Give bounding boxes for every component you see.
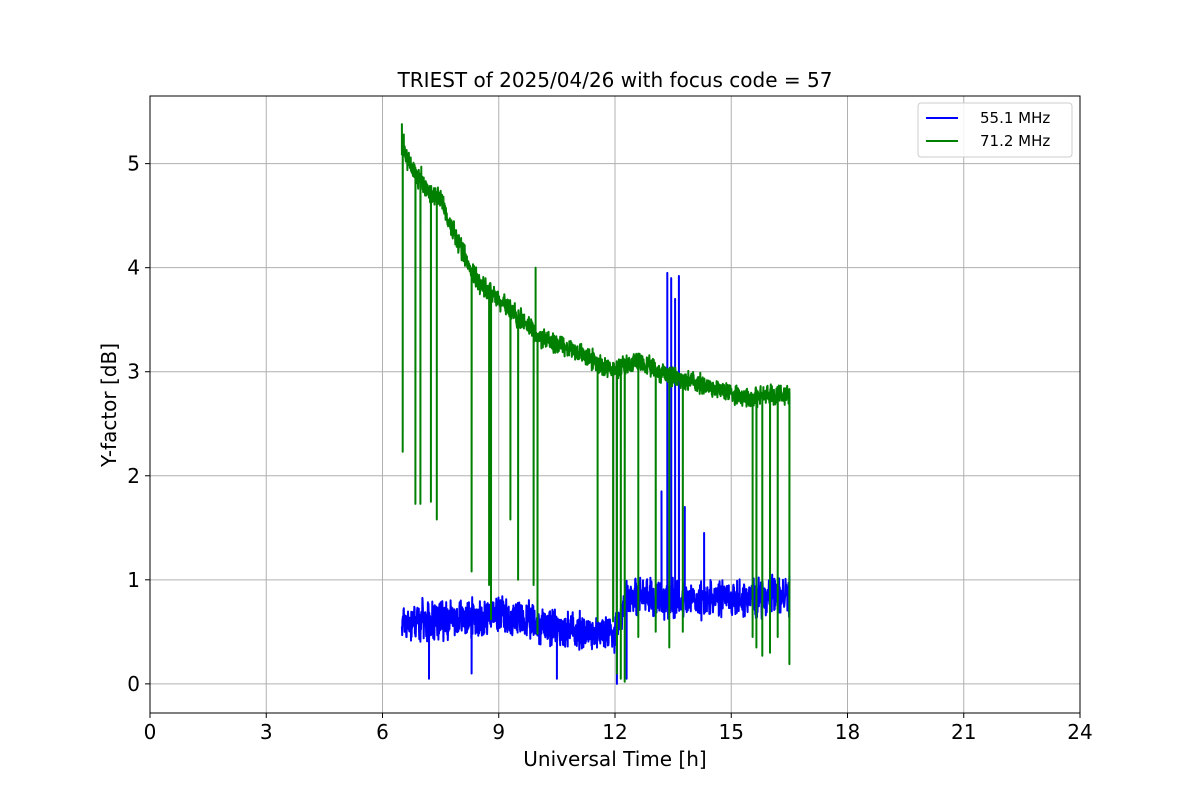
legend: 55.1 MHz 71.2 MHz — [917, 102, 1073, 158]
y-tick-label: 1 — [127, 568, 140, 592]
series-line — [400, 123, 791, 683]
x-tick-label: 12 — [602, 720, 627, 744]
legend-label: 55.1 MHz — [980, 109, 1050, 127]
legend-label: 71.2 MHz — [980, 132, 1050, 150]
y-tick-label: 0 — [127, 672, 140, 696]
x-tick-label: 9 — [492, 720, 505, 744]
x-tick-label: 18 — [835, 720, 860, 744]
x-tick-label: 24 — [1067, 720, 1092, 744]
y-tick-label: 5 — [127, 152, 140, 176]
x-tick-label: 0 — [144, 720, 157, 744]
x-tick-label: 6 — [376, 720, 389, 744]
x-axis-label: Universal Time [h] — [523, 747, 706, 771]
x-axis-ticks: 0 3 6 9 12 15 18 21 24 — [144, 713, 1093, 744]
y-tick-label: 4 — [127, 256, 140, 280]
legend-box — [917, 102, 1073, 158]
y-tick-label: 2 — [127, 464, 140, 488]
series-layer — [400, 123, 791, 685]
y-axis-label: Y-factor [dB] — [97, 343, 121, 468]
y-axis-ticks: 0 1 2 3 4 5 — [127, 152, 150, 696]
x-tick-label: 3 — [260, 720, 273, 744]
x-tick-label: 15 — [719, 720, 744, 744]
y-tick-label: 3 — [127, 360, 140, 384]
chart-title: TRIEST of 2025/04/26 with focus code = 5… — [397, 68, 833, 92]
x-tick-label: 21 — [951, 720, 976, 744]
